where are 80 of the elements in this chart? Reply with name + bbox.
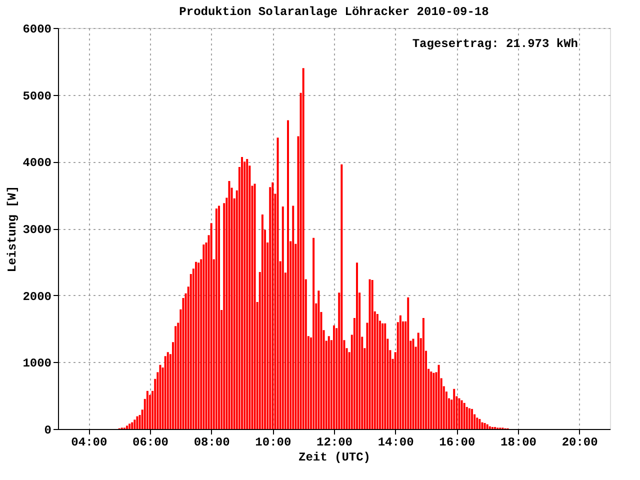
x-axis-title: Zeit (UTC) xyxy=(298,450,371,464)
bar xyxy=(254,184,256,429)
bar xyxy=(302,68,304,429)
x-tick-label: 18:00 xyxy=(500,436,537,450)
x-tick-label: 04:00 xyxy=(71,436,108,450)
bar xyxy=(458,398,460,429)
bar xyxy=(195,262,197,429)
annotation: Tagesertrag: 21.973 kWh xyxy=(412,37,578,51)
y-tick-label: 0 xyxy=(44,424,52,438)
bar xyxy=(476,418,478,429)
bar xyxy=(371,280,374,429)
bar xyxy=(382,323,384,429)
bar xyxy=(128,424,131,429)
bar xyxy=(228,181,230,429)
bar xyxy=(215,208,218,429)
bar xyxy=(430,372,432,429)
bar xyxy=(174,326,177,429)
bar xyxy=(356,262,358,429)
bar xyxy=(136,416,138,429)
bar xyxy=(432,372,435,429)
bar xyxy=(261,214,264,429)
bar xyxy=(407,297,410,429)
bar xyxy=(463,402,466,429)
bar xyxy=(484,422,486,429)
x-tick-label: 10:00 xyxy=(255,436,292,450)
y-tick-label: 2000 xyxy=(22,290,52,304)
bar xyxy=(131,422,134,429)
bar xyxy=(471,408,473,429)
bar xyxy=(460,400,463,429)
bar xyxy=(438,364,440,429)
x-tick-label: 16:00 xyxy=(439,436,476,450)
y-tick-label: 6000 xyxy=(22,22,52,36)
bar xyxy=(384,323,386,429)
bar xyxy=(340,164,343,429)
bar xyxy=(318,290,320,429)
bar xyxy=(287,120,289,429)
bar xyxy=(333,325,335,429)
bar xyxy=(134,420,136,429)
bar xyxy=(412,338,414,429)
y-tick-label: 5000 xyxy=(22,89,52,104)
y-axis-title: Leistung [W] xyxy=(6,186,20,272)
bar xyxy=(218,206,220,429)
bar xyxy=(468,408,470,429)
chart-title: Produktion Solaranlage Löhracker 2010-09-18 xyxy=(179,5,489,19)
bar xyxy=(292,206,294,429)
bar xyxy=(486,424,488,429)
x-tick-label: 12:00 xyxy=(316,436,353,450)
bar xyxy=(159,364,162,429)
bar xyxy=(210,223,212,429)
bar xyxy=(166,352,169,429)
bar xyxy=(466,406,468,429)
bar xyxy=(164,356,166,429)
x-tick-label: 06:00 xyxy=(132,436,169,450)
bar xyxy=(246,158,248,429)
bar xyxy=(312,238,315,429)
bar xyxy=(272,182,274,429)
y-tick-label: 3000 xyxy=(22,223,52,237)
bar xyxy=(368,279,371,429)
bar xyxy=(198,262,200,429)
bar xyxy=(146,390,148,429)
bar xyxy=(276,138,279,429)
bar xyxy=(328,336,330,429)
bar xyxy=(488,426,491,429)
bar xyxy=(481,422,484,429)
bar xyxy=(149,394,151,429)
bar xyxy=(241,156,243,429)
x-tick-label: 14:00 xyxy=(378,436,414,450)
x-tick-label: 20:00 xyxy=(562,436,598,450)
bar xyxy=(202,244,205,429)
bar xyxy=(417,332,420,429)
bar xyxy=(453,388,456,429)
bar xyxy=(478,418,481,429)
bar xyxy=(399,315,402,429)
y-tick-label: 4000 xyxy=(22,156,52,170)
bar xyxy=(282,206,284,429)
x-tick-label: 08:00 xyxy=(194,436,230,450)
bar xyxy=(376,314,378,429)
bar xyxy=(126,426,128,429)
bar xyxy=(422,318,424,429)
y-tick-label: 1000 xyxy=(22,356,52,371)
